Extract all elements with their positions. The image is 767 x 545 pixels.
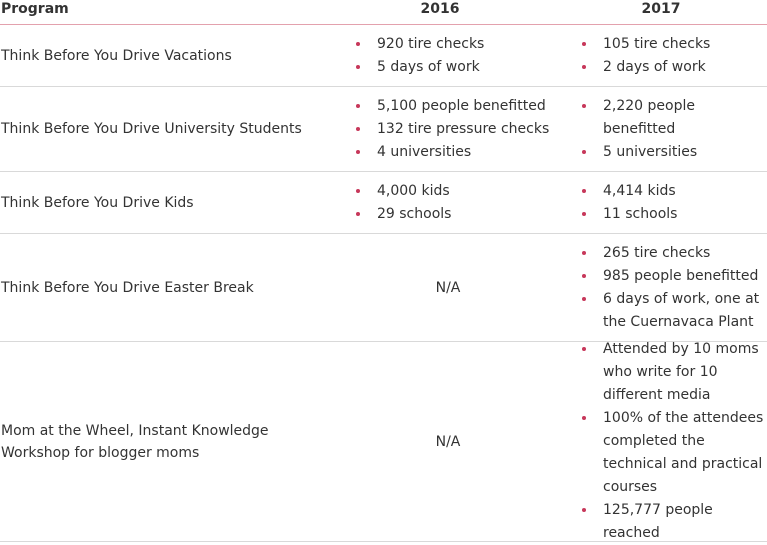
- cell-2016: 920 tire checks 5 days of work: [352, 25, 552, 86]
- program-name: Think Before You Drive Easter Break: [1, 279, 254, 296]
- list-item: 125,777 people reached: [578, 499, 766, 545]
- cell-2017: 105 tire checks 2 days of work: [578, 25, 766, 86]
- cell-2017: 265 tire checks 985 people benefitted 6 …: [578, 234, 766, 341]
- list-item: 4,000 kids: [352, 180, 552, 203]
- list-item: Attended by 10 moms who write for 10 dif…: [578, 338, 766, 407]
- header-2016: 2016: [420, 1, 460, 17]
- list-item: 5 universities: [578, 141, 698, 164]
- cell-2017: 4,414 kids 11 schools: [578, 172, 766, 233]
- program-name: Think Before You Drive Kids: [1, 194, 194, 211]
- program-name: Mom at the Wheel, Instant Knowledge Work…: [1, 422, 269, 461]
- cell-2017: 2,220 people benefitted 5 universities: [578, 87, 698, 171]
- list-item: 4 universities: [352, 141, 552, 164]
- list-item: 29 schools: [352, 203, 552, 226]
- list-item: 6 days of work, one at the Cuernavaca Pl…: [578, 288, 766, 334]
- list-item: 920 tire checks: [352, 33, 552, 56]
- program-name: Think Before You Drive University Studen…: [1, 121, 302, 137]
- cell-2016: 4,000 kids 29 schools: [352, 172, 552, 233]
- list-item: 2 days of work: [578, 56, 766, 79]
- table-row: Think Before You Drive University Studen…: [0, 87, 767, 172]
- header-program: Program: [1, 1, 69, 17]
- list-item: 2,220 people benefitted: [578, 95, 698, 141]
- cell-2016-na: N/A: [435, 279, 461, 296]
- table-row: Think Before You Drive Vacations 920 tir…: [0, 25, 767, 87]
- list-item: 4,414 kids: [578, 180, 766, 203]
- list-item: 11 schools: [578, 203, 766, 226]
- cell-2016: 5,100 people benefitted 132 tire pressur…: [352, 87, 552, 171]
- list-item: 100% of the attendees completed the tech…: [578, 407, 766, 499]
- list-item: 105 tire checks: [578, 33, 766, 56]
- list-item: 132 tire pressure checks: [352, 118, 552, 141]
- table-header: Program 2016 2017: [0, 0, 767, 25]
- list-item: 985 people benefitted: [578, 265, 766, 288]
- list-item: 5,100 people benefitted: [352, 95, 552, 118]
- cell-2017: Attended by 10 moms who write for 10 dif…: [578, 341, 766, 541]
- list-item: 5 days of work: [352, 56, 552, 79]
- cell-2016-na: N/A: [435, 433, 461, 450]
- table-row: Mom at the Wheel, Instant Knowledge Work…: [0, 341, 767, 542]
- header-2017: 2017: [641, 1, 681, 17]
- table-row: Think Before You Drive Kids 4,000 kids 2…: [0, 172, 767, 234]
- table-row: Think Before You Drive Easter Break N/A …: [0, 234, 767, 342]
- program-name: Think Before You Drive Vacations: [1, 47, 232, 64]
- list-item: 265 tire checks: [578, 242, 766, 265]
